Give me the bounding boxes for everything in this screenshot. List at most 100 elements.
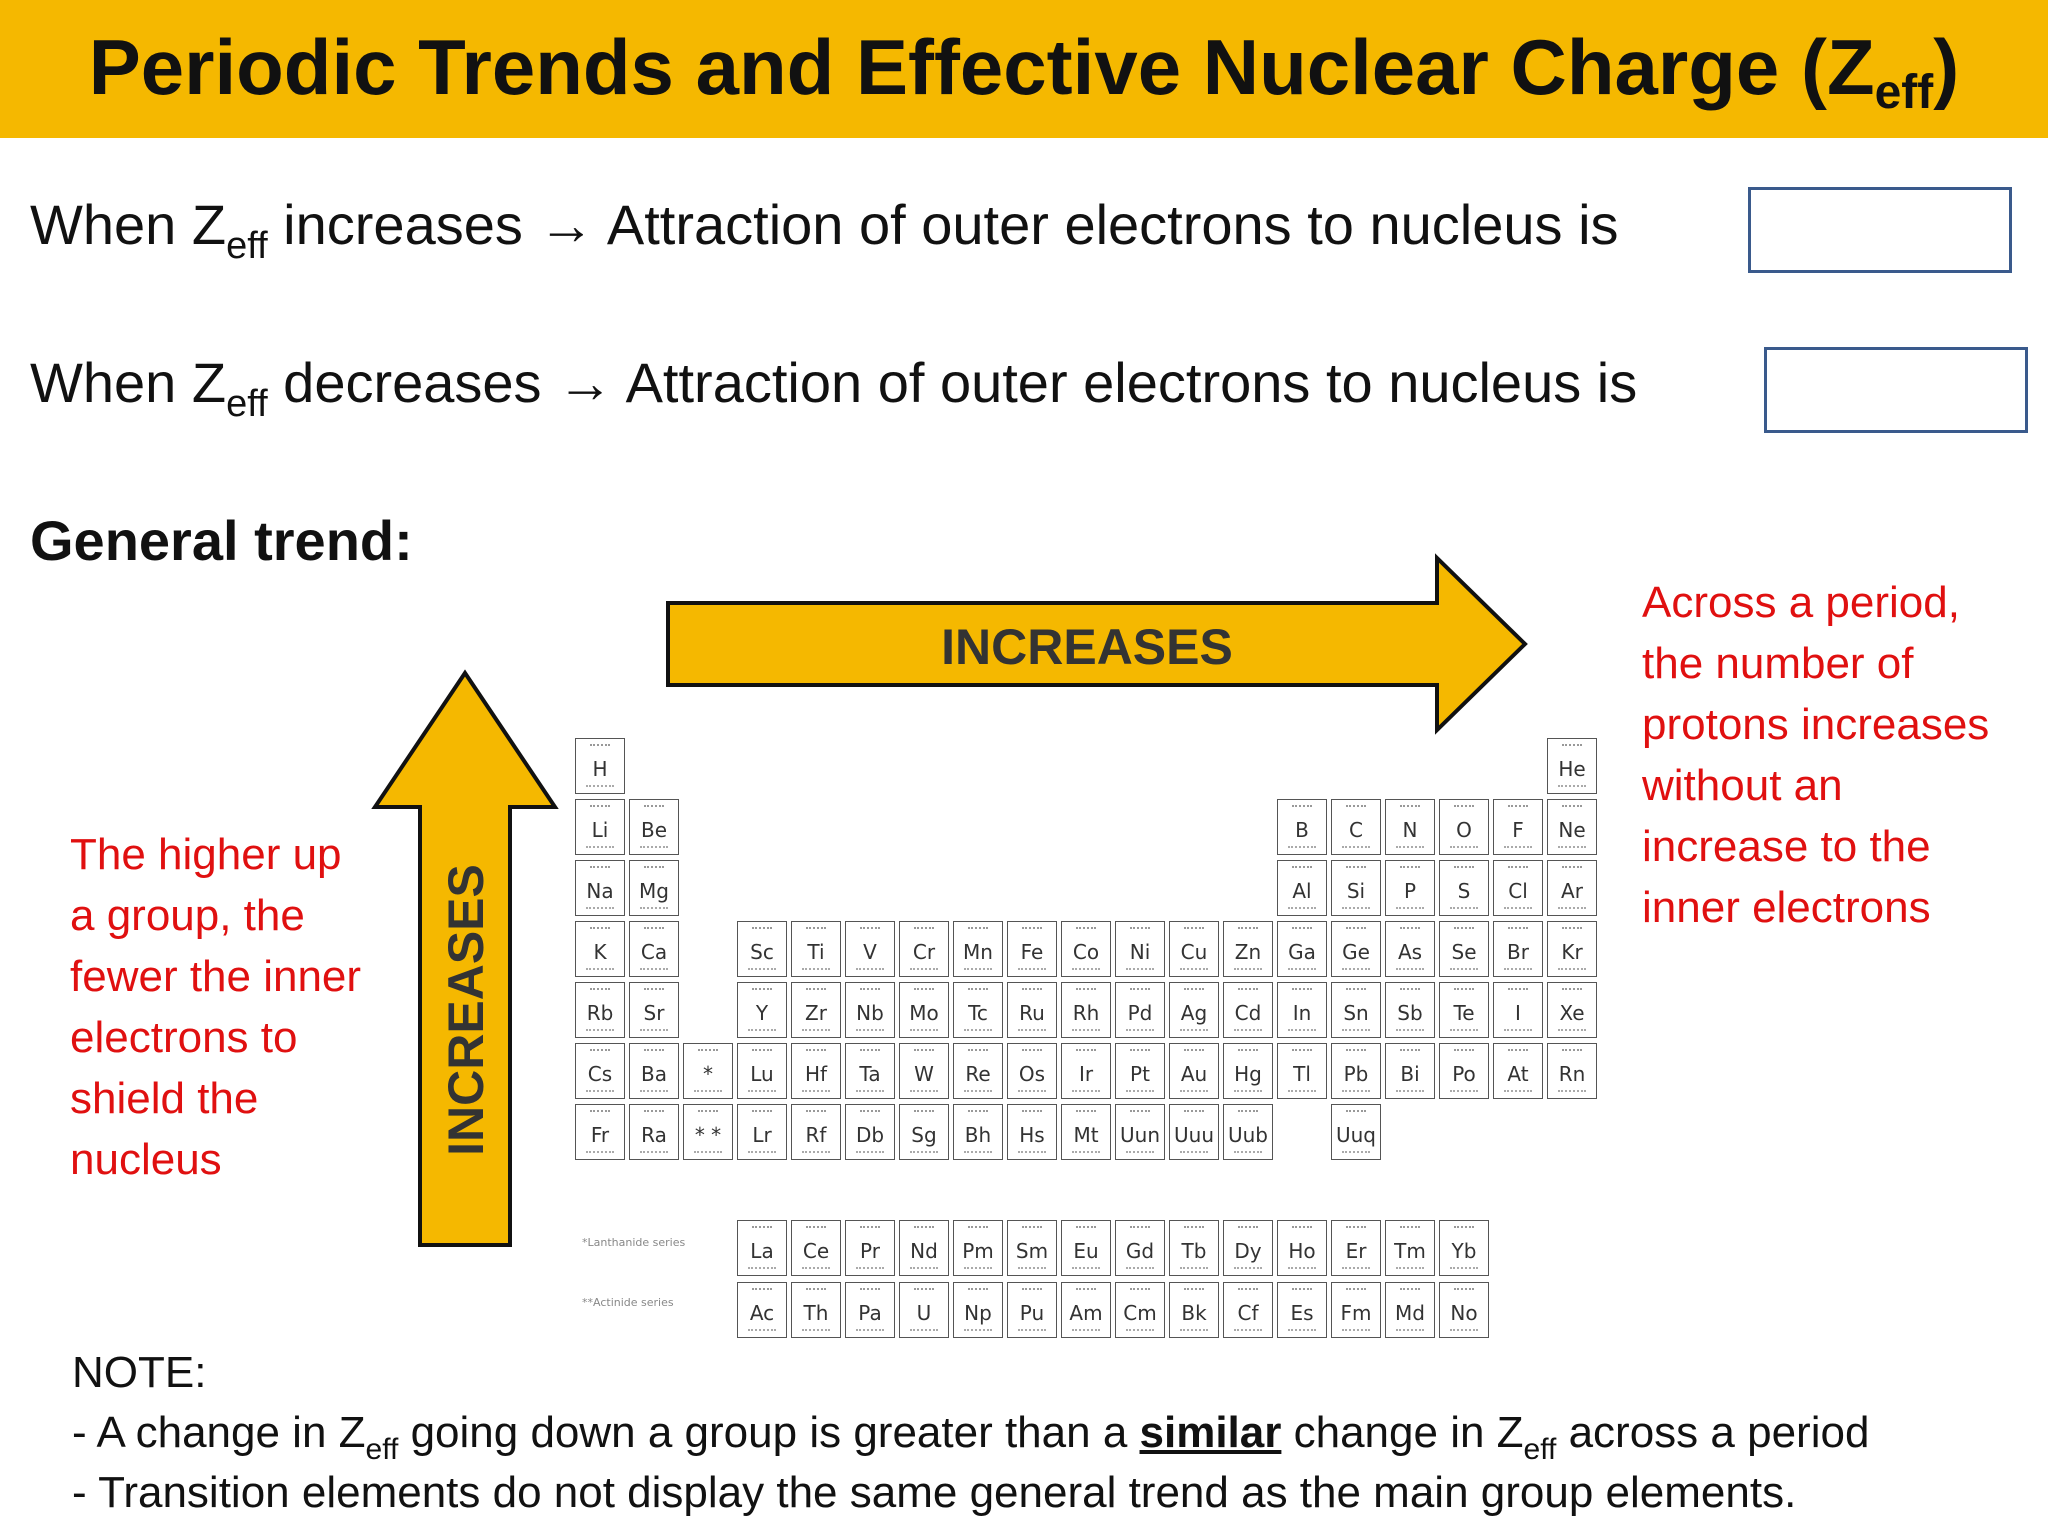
element-cell: Rn	[1547, 1043, 1597, 1099]
element-cell: Ga	[1277, 921, 1327, 977]
element-cell: S	[1439, 860, 1489, 916]
actinide-cell: Np	[953, 1282, 1003, 1338]
actinide-cell: Es	[1277, 1282, 1327, 1338]
horizontal-increase-arrow: INCREASES	[666, 553, 1528, 735]
element-cell: Ra	[629, 1104, 679, 1160]
actinide-cell: Cf	[1223, 1282, 1273, 1338]
element-cell: Zn	[1223, 921, 1273, 977]
element-cell: Rf	[791, 1104, 841, 1160]
element-cell: Au	[1169, 1043, 1219, 1099]
element-cell: Bh	[953, 1104, 1003, 1160]
lanthanide-cell: Er	[1331, 1220, 1381, 1276]
element-cell: Db	[845, 1104, 895, 1160]
lanthanide-cell: Gd	[1115, 1220, 1165, 1276]
actinide-cell: Cm	[1115, 1282, 1165, 1338]
lanthanide-cell: Eu	[1061, 1220, 1111, 1276]
element-cell: Tc	[953, 982, 1003, 1038]
element-cell: Ir	[1061, 1043, 1111, 1099]
periodic-table: *Lanthanide series **Actinide series H He…	[575, 738, 1610, 1344]
element-cell: F	[1493, 799, 1543, 855]
note-line-1: - A change in Zeff going down a group is…	[72, 1408, 1870, 1466]
element-cell: P	[1385, 860, 1435, 916]
element-cell: Fe	[1007, 921, 1057, 977]
element-cell: Y	[737, 982, 787, 1038]
element-cell: Hs	[1007, 1104, 1057, 1160]
element-cell: Al	[1277, 860, 1327, 916]
arrow-up-icon	[371, 669, 559, 1247]
element-cell: B	[1277, 799, 1327, 855]
element-cell: Re	[953, 1043, 1003, 1099]
element-cell: Kr	[1547, 921, 1597, 977]
page-title: Periodic Trends and Effective Nuclear Ch…	[88, 23, 1960, 119]
element-cell: Pt	[1115, 1043, 1165, 1099]
element-cell: Lr	[737, 1104, 787, 1160]
element-cell: Te	[1439, 982, 1489, 1038]
element-cell: Si	[1331, 860, 1381, 916]
lanthanide-cell: La	[737, 1220, 787, 1276]
element-cell: W	[899, 1043, 949, 1099]
element-cell: Hf	[791, 1043, 841, 1099]
element-cell: Pd	[1115, 982, 1165, 1038]
lanthanide-cell: Yb	[1439, 1220, 1489, 1276]
element-cell: Bi	[1385, 1043, 1435, 1099]
general-trend-heading: General trend:	[30, 509, 413, 572]
element-cell: Ni	[1115, 921, 1165, 977]
actinide-cell: No	[1439, 1282, 1489, 1338]
element-cell: Ba	[629, 1043, 679, 1099]
element-cell: N	[1385, 799, 1435, 855]
element-cell: Sg	[899, 1104, 949, 1160]
element-cell: Mo	[899, 982, 949, 1038]
element-cell: Li	[575, 799, 625, 855]
lanthanide-cell: Tm	[1385, 1220, 1435, 1276]
element-cell: He	[1547, 738, 1597, 794]
actinide-cell: Th	[791, 1282, 841, 1338]
element-cell: H	[575, 738, 625, 794]
element-cell: Fr	[575, 1104, 625, 1160]
element-cell: Lu	[737, 1043, 787, 1099]
element-cell: K	[575, 921, 625, 977]
element-cell: Be	[629, 799, 679, 855]
vertical-arrow-label: INCREASES	[438, 864, 494, 1156]
element-cell: As	[1385, 921, 1435, 977]
element-cell: O	[1439, 799, 1489, 855]
horizontal-arrow-label: INCREASES	[941, 619, 1233, 675]
element-cell: Po	[1439, 1043, 1489, 1099]
statement-increases: When Zeff increases → Attraction of oute…	[30, 193, 1619, 267]
actinide-placeholder-cell: * *	[683, 1104, 733, 1160]
element-cell: Sr	[629, 982, 679, 1038]
note-line-2: - Transition elements do not display the…	[72, 1468, 1797, 1517]
element-cell: Tl	[1277, 1043, 1327, 1099]
lanthanide-cell: Tb	[1169, 1220, 1219, 1276]
element-cell: Cl	[1493, 860, 1543, 916]
element-cell: Cu	[1169, 921, 1219, 977]
lanthanide-cell: Pr	[845, 1220, 895, 1276]
element-cell: I	[1493, 982, 1543, 1038]
answer-box-increases[interactable]	[1748, 187, 2012, 273]
element-cell: Ru	[1007, 982, 1057, 1038]
element-cell: C	[1331, 799, 1381, 855]
element-cell: Ca	[629, 921, 679, 977]
element-cell: Nb	[845, 982, 895, 1038]
element-cell: Mn	[953, 921, 1003, 977]
element-cell: Cd	[1223, 982, 1273, 1038]
actinide-cell: Ac	[737, 1282, 787, 1338]
element-cell: Co	[1061, 921, 1111, 977]
element-cell: Ge	[1331, 921, 1381, 977]
element-cell: Sb	[1385, 982, 1435, 1038]
element-cell: Uun	[1115, 1104, 1165, 1160]
element-cell: V	[845, 921, 895, 977]
lanthanide-cell: Sm	[1007, 1220, 1057, 1276]
actinide-cell: Fm	[1331, 1282, 1381, 1338]
group-note: The higher up a group, the fewer the inner…	[70, 830, 362, 1184]
element-cell: Se	[1439, 921, 1489, 977]
element-cell: At	[1493, 1043, 1543, 1099]
element-cell: Uuq	[1331, 1104, 1381, 1160]
element-cell: Pb	[1331, 1043, 1381, 1099]
note-heading: NOTE:	[72, 1348, 207, 1397]
answer-box-decreases[interactable]	[1764, 347, 2028, 433]
element-cell: Ar	[1547, 860, 1597, 916]
actinide-cell: Pu	[1007, 1282, 1057, 1338]
title-banner	[0, 0, 2048, 138]
actinide-series-label: **Actinide series	[582, 1296, 674, 1309]
element-cell: Ti	[791, 921, 841, 977]
